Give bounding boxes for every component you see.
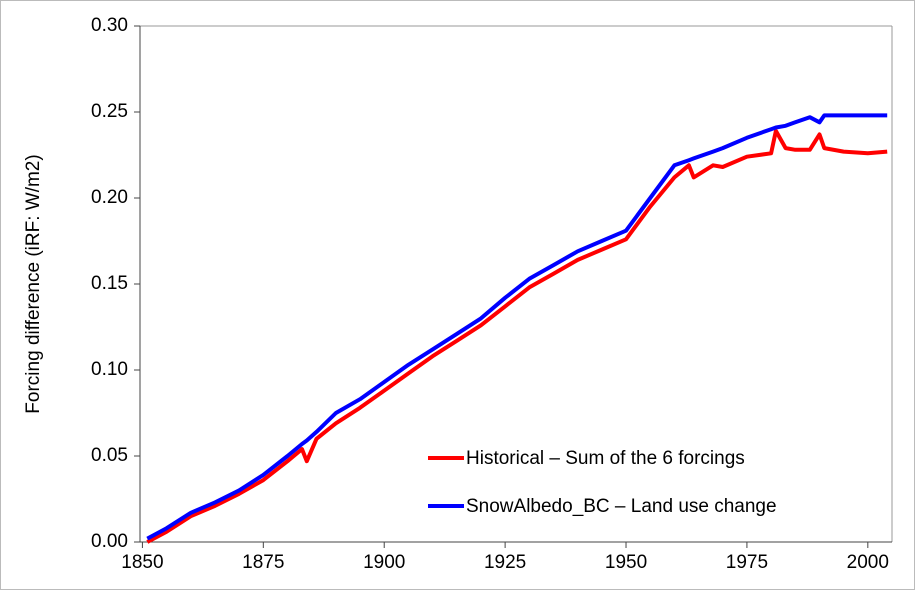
y-tick-label: 0.10	[91, 359, 128, 380]
y-tick-label: 0.30	[91, 15, 128, 36]
legend-label: Historical – Sum of the 6 forcings	[466, 448, 745, 469]
x-tick-label: 1925	[484, 552, 526, 573]
y-tick-label: 0.00	[91, 531, 128, 552]
x-tick-label: 2000	[847, 552, 889, 573]
x-tick-label: 1950	[605, 552, 647, 573]
x-tick-label: 1850	[121, 552, 163, 573]
x-tick-label: 1875	[242, 552, 284, 573]
x-tick-label: 1900	[363, 552, 405, 573]
y-tick-label: 0.05	[91, 445, 128, 466]
y-tick-label: 0.25	[91, 101, 128, 122]
series-line	[146, 113, 888, 541]
y-tick-label: 0.15	[91, 273, 128, 294]
y-axis-label: Forcing difference (iRF: W/m2)	[23, 154, 44, 413]
x-tick-label: 1975	[726, 552, 768, 573]
series-line	[146, 128, 888, 544]
y-tick-label: 0.20	[91, 187, 128, 208]
legend-label: SnowAlbedo_BC – Land use change	[466, 496, 777, 517]
